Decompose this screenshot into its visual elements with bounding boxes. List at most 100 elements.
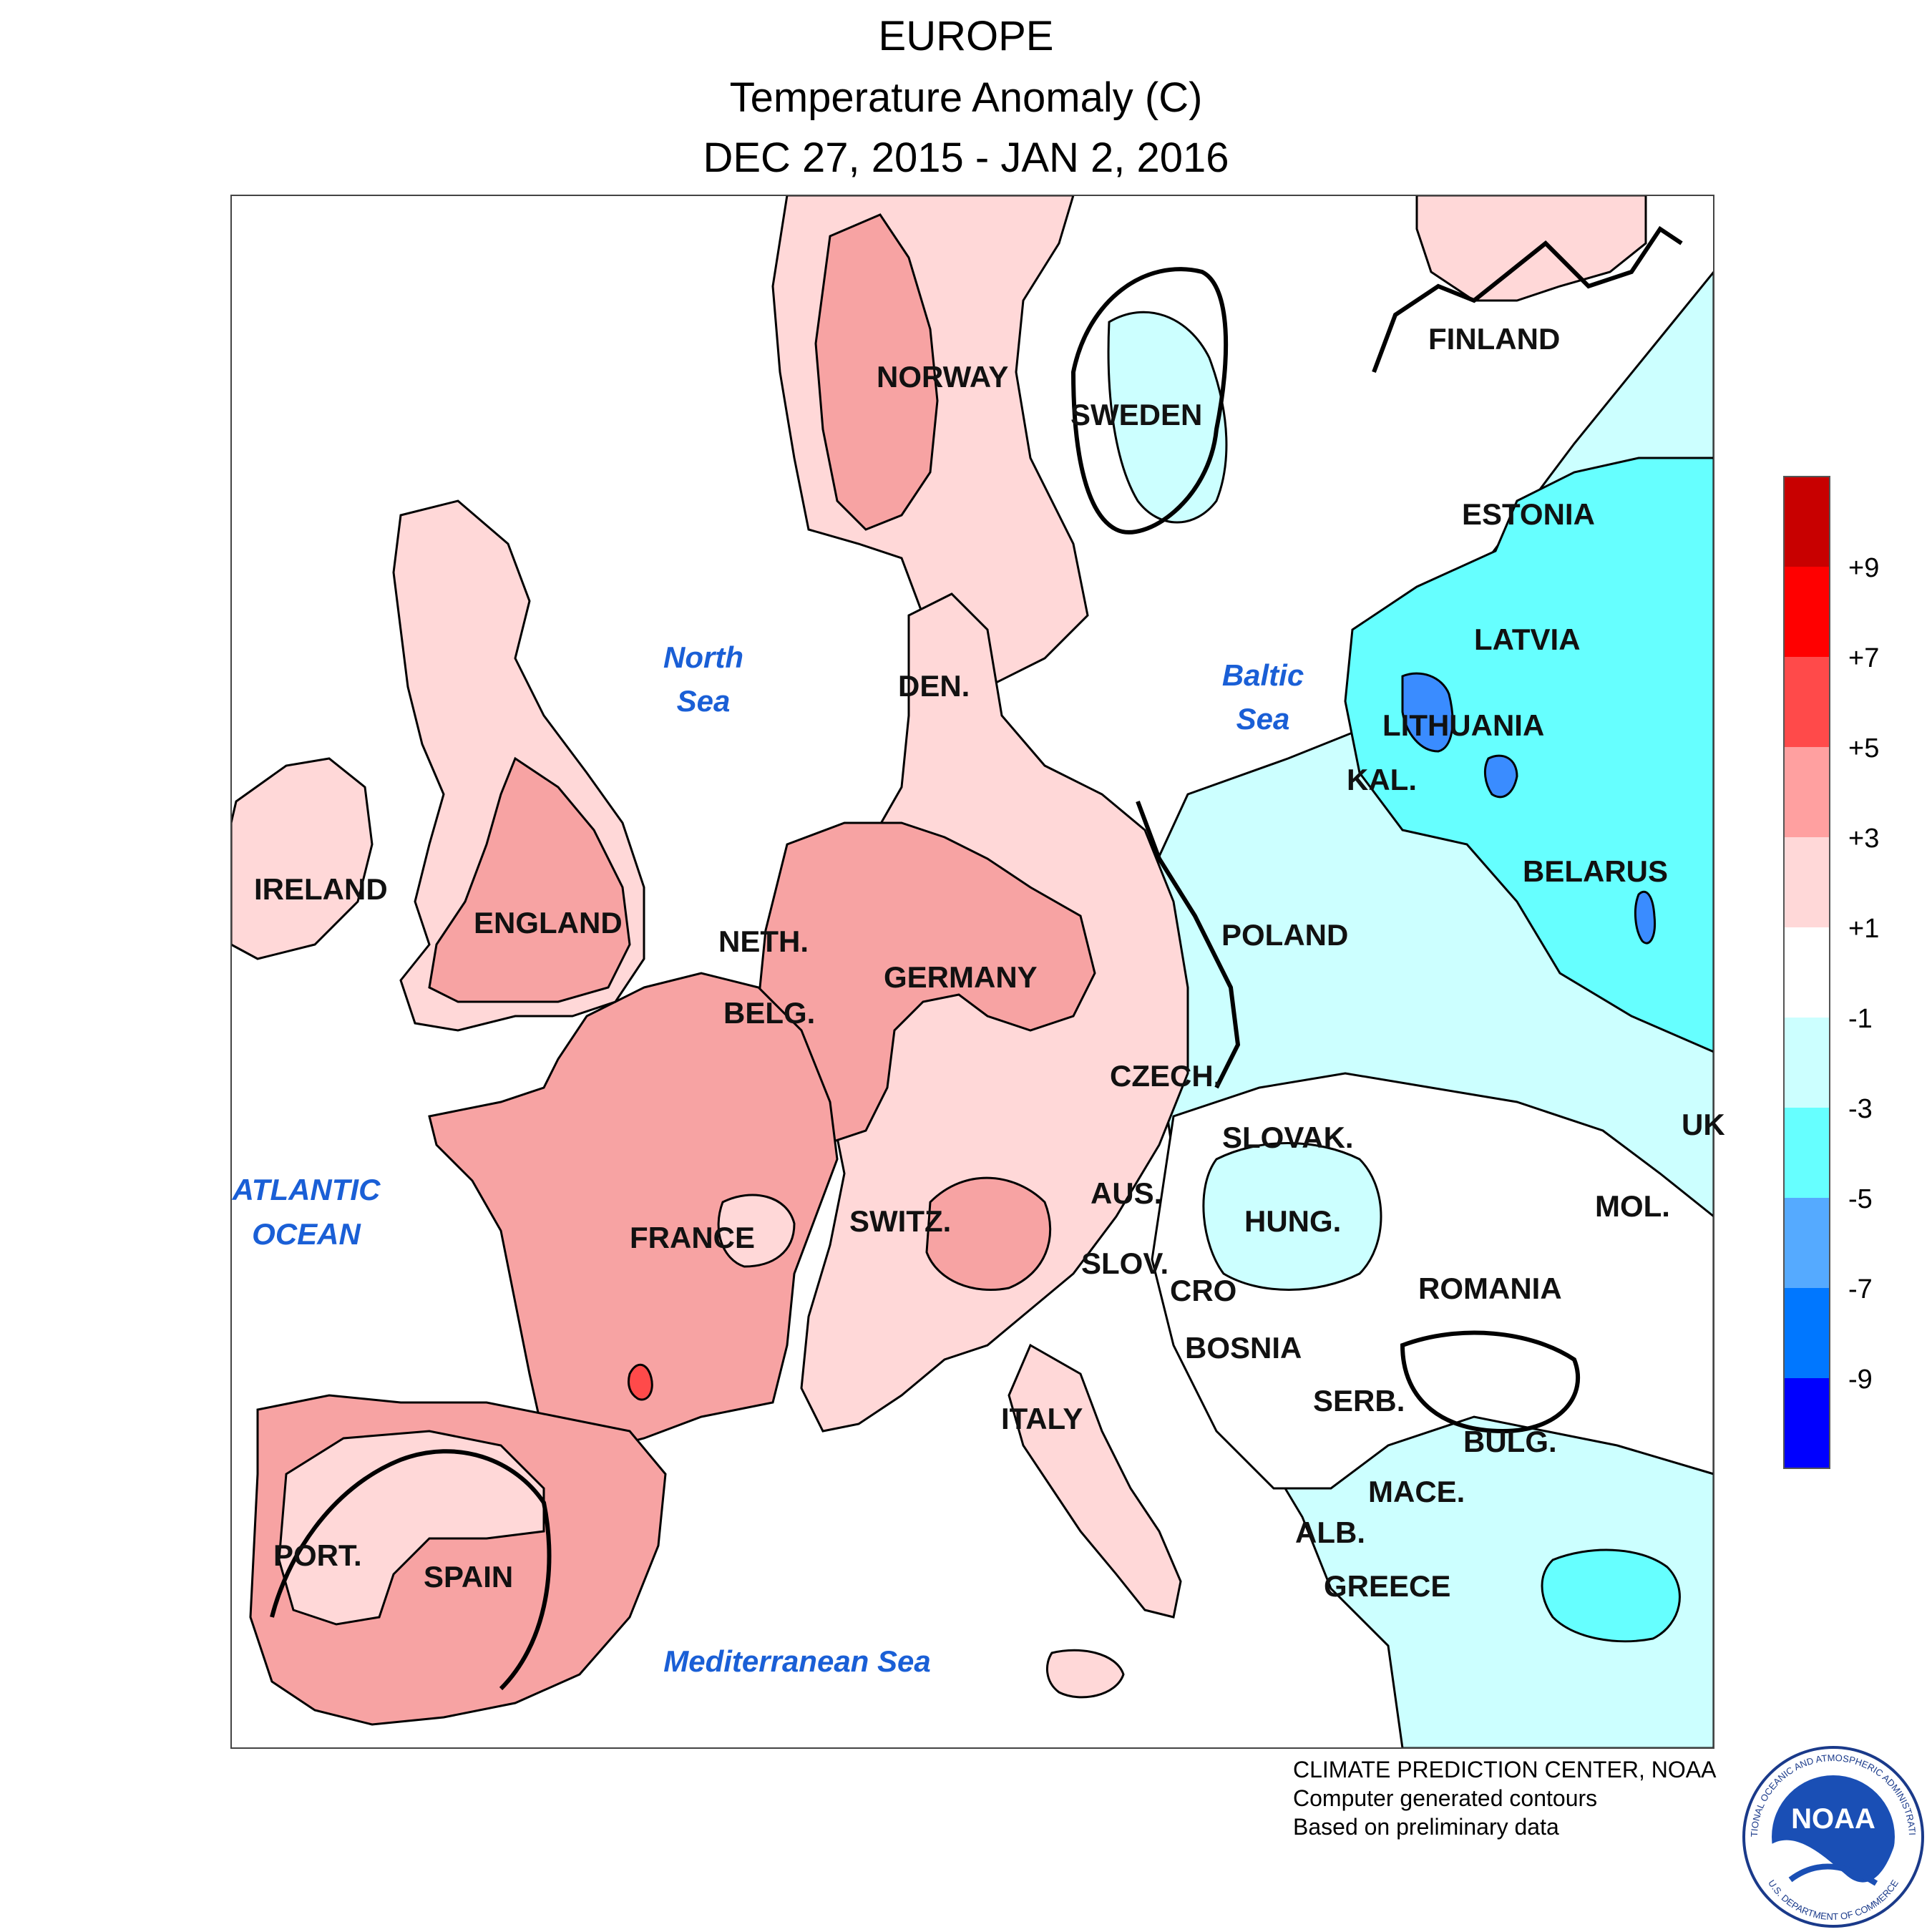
label-ukraine: UK	[1682, 1108, 1725, 1141]
anomaly-fields	[231, 195, 1714, 1748]
zero-contours	[270, 225, 1683, 1691]
colorbar-tick-7: -3	[1848, 1094, 1873, 1124]
label-bulgaria: BULG.	[1463, 1425, 1557, 1458]
colorbar-bin-1	[1784, 477, 1830, 567]
label-england: ENGLAND	[474, 906, 623, 940]
colorbar-tick-5: +1	[1848, 914, 1879, 944]
label-norway: NORWAY	[877, 360, 1008, 394]
label-moldova: MOL.	[1595, 1189, 1670, 1223]
colorbar-bin-10	[1784, 1288, 1830, 1378]
label-france: FRANCE	[630, 1221, 755, 1254]
colorbar-bin-8	[1784, 1108, 1830, 1198]
colorbar-tick-8: -5	[1848, 1184, 1873, 1214]
label-hungary: HUNG.	[1244, 1204, 1341, 1238]
colorbar-tick-4: +3	[1848, 824, 1879, 854]
label-atlantic-2: OCEAN	[252, 1217, 361, 1251]
label-ireland: IRELAND	[254, 872, 388, 906]
credit-line-1: CLIMATE PREDICTION CENTER, NOAA	[1293, 1757, 1717, 1782]
colorbar-bin-9	[1784, 1198, 1830, 1288]
label-baltic-sea-2: Sea	[1236, 702, 1290, 736]
warm-patch-sicily	[1045, 1649, 1125, 1699]
warm-field-italy	[1008, 1343, 1182, 1619]
label-finland: FINLAND	[1428, 322, 1560, 356]
label-poland: POLAND	[1221, 918, 1348, 952]
cool-field-baltic	[1344, 457, 1714, 1053]
label-estonia: ESTONIA	[1462, 497, 1595, 531]
label-switzerland: SWITZ.	[849, 1204, 951, 1238]
colorbar-tick-1: +9	[1848, 553, 1879, 583]
warm-patch-france-hot	[628, 1364, 653, 1401]
map-date-range: DEC 27, 2015 - JAN 2, 2016	[703, 135, 1229, 181]
zero-contour-iberia	[270, 1449, 552, 1691]
colorbar-bin-5	[1784, 837, 1830, 927]
label-greece: GREECE	[1324, 1569, 1450, 1603]
cool-patch-belarus-deep	[1634, 890, 1657, 945]
label-serbia: SERB.	[1313, 1384, 1405, 1418]
label-atlantic-1: ATLANTIC	[232, 1173, 381, 1206]
map-subtitle: Temperature Anomaly (C)	[729, 74, 1203, 121]
label-baltic-sea-1: Baltic	[1222, 658, 1304, 692]
cool-patch-baltic-deep-1	[1401, 672, 1454, 753]
cool-patch-baltic-deep-2	[1483, 754, 1518, 799]
sea-labels: North Sea Baltic Sea ATLANTIC OCEAN Medi…	[232, 640, 1304, 1678]
label-belarus: BELARUS	[1523, 854, 1668, 888]
cool-patch-sweden	[1107, 311, 1228, 524]
label-austria: AUS.	[1091, 1176, 1162, 1210]
label-albania: ALB.	[1295, 1516, 1365, 1549]
colorbar-bin-3	[1784, 657, 1830, 747]
colorbar-tick-2: +7	[1848, 643, 1879, 673]
label-slovakia: SLOVAK.	[1222, 1121, 1354, 1154]
label-bosnia: BOSNIA	[1185, 1331, 1302, 1365]
colorbar-tick-3: +5	[1848, 733, 1879, 763]
noaa-logo: NOAA NATIONAL OCEANIC AND ATMOSPHERIC AD…	[1742, 1746, 1924, 1928]
label-belgium: BELG.	[723, 996, 815, 1030]
colorbar-tick-6: -1	[1848, 1004, 1873, 1034]
warm-field-ireland	[231, 757, 374, 960]
country-labels: NORWAY SWEDEN FINLAND ESTONIA LATVIA LIT…	[254, 322, 1725, 1603]
colorbar-bin-6	[1784, 927, 1830, 1018]
credit-line-3: Based on preliminary data	[1293, 1814, 1559, 1840]
noaa-logo-text: NOAA	[1791, 1803, 1875, 1835]
label-portugal: PORT.	[273, 1538, 362, 1572]
label-croatia: CRO	[1170, 1274, 1236, 1307]
warm-patch-alps	[925, 1176, 1052, 1292]
label-mediterranean: Mediterranean Sea	[663, 1644, 931, 1678]
label-north-sea-2: Sea	[677, 684, 731, 718]
label-sweden: SWEDEN	[1070, 398, 1202, 431]
label-lithuania: LITHUANIA	[1382, 708, 1544, 742]
colorbar-outline	[1783, 476, 1830, 1469]
colorbar-bin-4	[1784, 747, 1830, 837]
colorbar-bin-2	[1784, 567, 1830, 657]
label-macedonia: MACE.	[1368, 1475, 1465, 1508]
label-latvia: LATVIA	[1474, 623, 1581, 656]
credit-line-2: Computer generated contours	[1293, 1785, 1598, 1811]
warm-patch-france-light	[717, 1194, 796, 1268]
label-slovenia: SLOV.	[1081, 1246, 1169, 1280]
label-germany: GERMANY	[884, 960, 1038, 994]
cool-patch-aegean	[1541, 1548, 1681, 1643]
warm-patch-england	[428, 756, 631, 1003]
label-kaliningrad: KAL.	[1347, 763, 1417, 796]
label-italy: ITALY	[1001, 1402, 1083, 1435]
zero-contour-scandinavia	[1070, 267, 1229, 535]
colorbar-tick-9: -7	[1848, 1274, 1873, 1304]
colorbar-bin-7	[1784, 1018, 1830, 1108]
label-north-sea-1: North	[663, 640, 743, 674]
warm-patch-norway-mid	[814, 213, 939, 531]
label-spain: SPAIN	[424, 1560, 513, 1594]
colorbar-bin-11	[1784, 1378, 1830, 1468]
cool-patch-hungary	[1202, 1142, 1382, 1291]
zero-contour-balkans	[1400, 1330, 1580, 1434]
colorbar-tick-10: -9	[1848, 1365, 1873, 1395]
label-romania: ROMANIA	[1418, 1272, 1562, 1305]
label-denmark: DEN.	[898, 669, 970, 703]
label-czech: CZECH.	[1110, 1059, 1221, 1093]
zero-contour-finland	[1372, 225, 1683, 374]
map-frame	[230, 195, 1714, 1749]
map-title: EUROPE	[878, 13, 1054, 59]
zero-contour-poland	[1136, 800, 1241, 1089]
label-netherlands: NETH.	[718, 924, 809, 958]
warm-patch-iberia-light	[278, 1430, 545, 1626]
colorbar: +9 +7 +5 +3 +1 -1 -3 -5 -7 -9	[1783, 476, 1879, 1469]
